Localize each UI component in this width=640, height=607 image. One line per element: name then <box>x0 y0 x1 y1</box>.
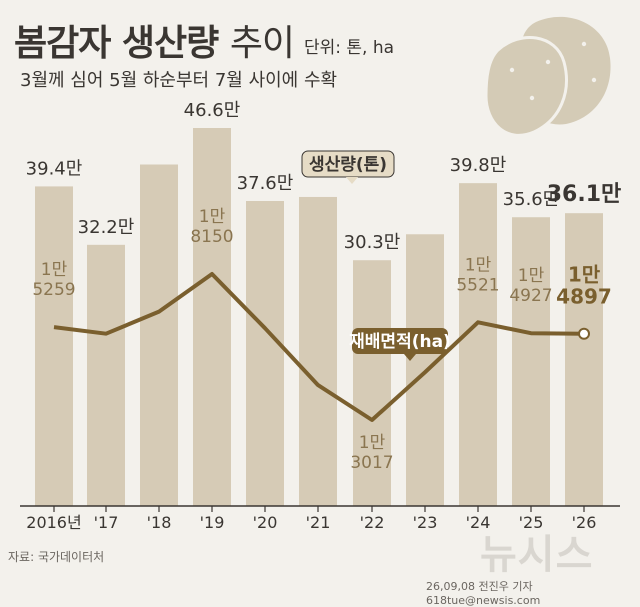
potato-icon <box>484 16 611 137</box>
line-value-label: 4927 <box>509 286 552 306</box>
line-value-label: 1만 <box>199 207 226 227</box>
line-value-label: 5259 <box>32 280 75 300</box>
line-value-label: 1만 <box>359 433 386 453</box>
legend-production-label: 생산량(톤) <box>309 155 387 175</box>
bar-value-label: 35.6만 <box>503 189 560 210</box>
line-value-label: 1만 <box>568 263 601 287</box>
line-value-label: 4897 <box>556 285 612 309</box>
legend-area-label: 재배면적(ha) <box>349 332 451 352</box>
bar-value-label: 36.1만 <box>547 182 622 207</box>
x-tick-label: 2016년 <box>26 513 81 532</box>
x-tick-label: '24 <box>466 513 491 532</box>
line-value-label: 1만 <box>518 266 545 286</box>
x-tick-label: '26 <box>572 513 597 532</box>
title-main: 봄감자 생산량 <box>14 23 219 64</box>
x-tick-label: '21 <box>306 513 331 532</box>
x-tick-label: '18 <box>147 513 172 532</box>
area-line <box>53 272 585 422</box>
x-tick-label: '19 <box>200 513 225 532</box>
x-tick-label: '22 <box>360 513 385 532</box>
bar-value-label: 32.2만 <box>78 217 135 238</box>
line-value-label: 3017 <box>350 453 393 473</box>
bar-4 <box>246 201 284 507</box>
x-tick-label: '20 <box>253 513 278 532</box>
bar-value-label: 37.6만 <box>237 173 294 194</box>
x-tick-label: '17 <box>94 513 119 532</box>
bar-value-label: 39.4만 <box>26 158 83 179</box>
bar-3 <box>193 128 231 506</box>
line-value-label: 8150 <box>190 227 233 247</box>
x-tick-label: '23 <box>413 513 438 532</box>
legend-production: 생산량(톤) <box>301 150 395 184</box>
line-value-label: 1만 <box>41 260 68 280</box>
line-value-label: 1만 <box>465 255 492 275</box>
chart-subtitle: 3월께 심어 5월 하순부터 7월 사이에 수확 <box>20 70 338 91</box>
bar-6 <box>353 260 391 506</box>
watermark-logo: 뉴시스 <box>480 532 594 578</box>
bar-5 <box>299 196 337 507</box>
chart-title: 봄감자 생산량 추이 <box>14 14 295 66</box>
legend-area: 재배면적(ha) <box>349 328 451 361</box>
line-value-label: 5521 <box>456 275 499 295</box>
line-end-point <box>578 327 590 340</box>
source-note: 자료: 국가데이터처 <box>8 550 105 564</box>
bar-2 <box>140 164 178 507</box>
bar-value-label: 46.6만 <box>184 100 241 121</box>
credit-line: 26,09,08 전진우 기자 618tue@newsis.com <box>426 580 541 607</box>
x-tick-label: '25 <box>519 513 544 532</box>
bar-value-label: 30.3만 <box>344 232 401 253</box>
bar-10 <box>565 213 603 506</box>
bar-0 <box>35 186 73 506</box>
bar-1 <box>87 244 125 506</box>
bar-9 <box>512 217 550 506</box>
bar-value-label: 39.8만 <box>450 155 507 176</box>
bar-8 <box>459 183 497 506</box>
unit-label: 단위: 톤, ha <box>304 38 395 58</box>
title-suffix: 추이 <box>229 23 295 64</box>
